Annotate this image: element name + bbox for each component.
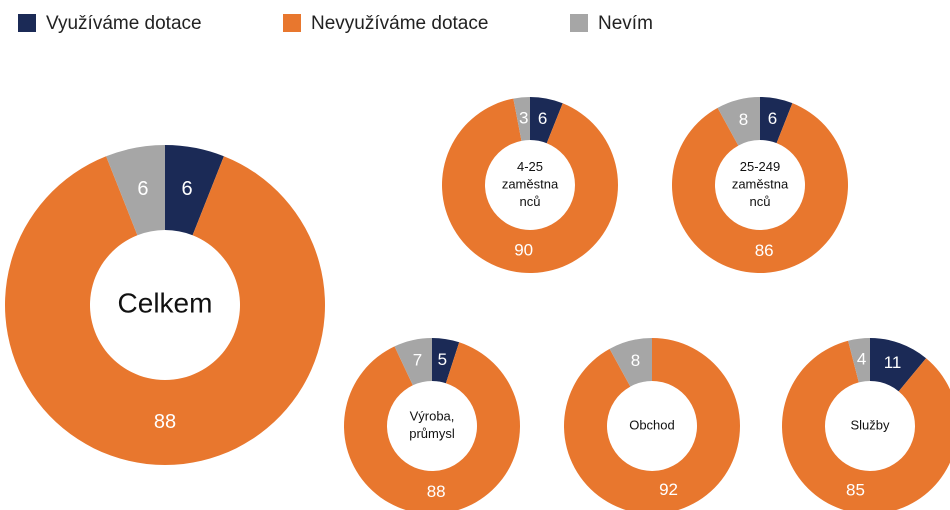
data-label: 88 [427, 482, 446, 501]
donut-center-label: nců [750, 194, 771, 209]
donut-center-label: zaměstna [502, 176, 559, 191]
legend-label: Nevyužíváme dotace [311, 13, 488, 34]
donut-segment [442, 98, 619, 273]
data-label: 6 [538, 109, 547, 128]
data-label: 6 [768, 109, 777, 128]
donut-center-label: zaměstna [732, 176, 789, 191]
data-label: 86 [755, 241, 774, 260]
donut-segment [432, 338, 460, 384]
donut-segment [344, 342, 520, 510]
donut-segment [106, 145, 165, 236]
donut-center-label: 4-25 [517, 159, 543, 174]
data-label: 85 [846, 480, 865, 499]
donut-center-label: nců [520, 194, 541, 209]
donut-segment [564, 338, 740, 510]
legend-label: Nevím [598, 13, 653, 34]
data-label: 6 [137, 178, 148, 200]
donut-segment [717, 97, 760, 146]
donut-segment [165, 145, 224, 236]
donut-segment [760, 97, 793, 144]
donut-segment [609, 338, 652, 387]
donut-segment [671, 103, 848, 273]
legend-swatch [18, 14, 36, 32]
legend-label: Využíváme dotace [46, 13, 202, 34]
donut-segment [782, 340, 950, 510]
data-label: 8 [739, 110, 748, 129]
donut-center-label: Celkem [118, 287, 213, 318]
legend-swatch [570, 14, 588, 32]
donut-segment [5, 156, 326, 465]
data-label: 6 [181, 178, 192, 200]
donut-segment [394, 338, 432, 386]
donut-segment [513, 97, 530, 141]
legend-swatch [283, 14, 301, 32]
donut-center-label: Služby [850, 417, 890, 432]
donut-segment [530, 97, 563, 144]
data-label: 90 [514, 241, 533, 260]
data-label: 88 [154, 411, 176, 433]
data-label: 92 [659, 480, 678, 499]
donut-center-label: Obchod [629, 417, 675, 432]
donut-segment [870, 338, 927, 392]
data-label: 4 [857, 350, 866, 369]
donut-center-label: Výroba, [410, 409, 455, 424]
data-label: 8 [631, 351, 640, 370]
donut-center-label: 25-249 [740, 159, 780, 174]
donut-center-label: průmysl [409, 426, 455, 441]
data-label: 5 [438, 350, 447, 369]
data-label: 7 [413, 351, 422, 370]
data-label: 3 [519, 108, 528, 127]
data-label: 11 [884, 353, 902, 372]
donut-segment [848, 338, 870, 383]
